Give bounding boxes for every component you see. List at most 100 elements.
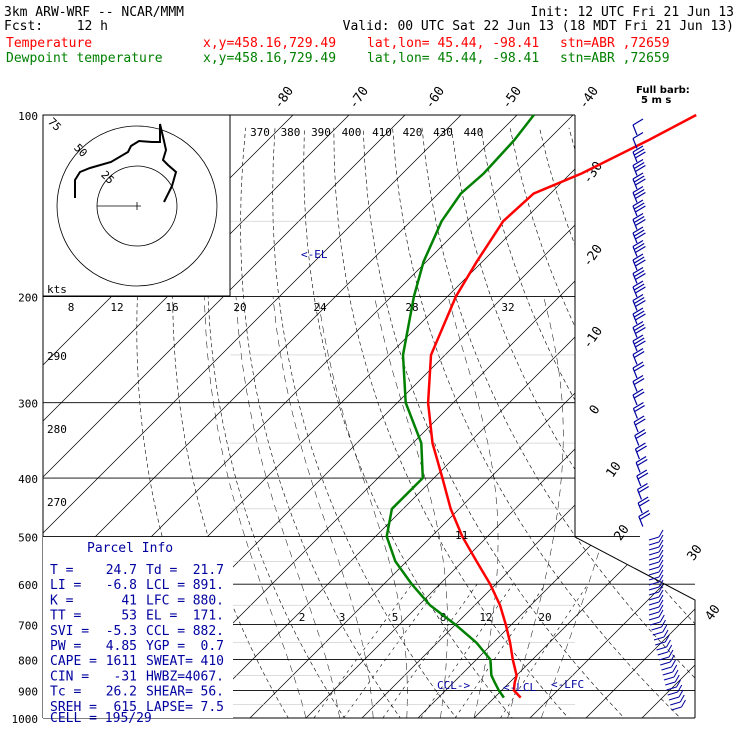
parcel-value: 410 — [201, 654, 224, 669]
wind-barb-flag — [632, 320, 644, 329]
wind-barb-flag — [663, 629, 669, 638]
parcel-value: 41 — [121, 593, 137, 608]
dry-adiabat-line — [392, 127, 694, 718]
wind-barb-staff — [648, 571, 660, 576]
wind-barb-flag — [633, 161, 645, 170]
parcel-value: 882. — [193, 624, 224, 639]
wind-barb-staff — [632, 394, 638, 406]
temp-xy: x,y=458.16,729.49 — [203, 36, 336, 51]
parcel-label: CAPE = — [50, 654, 97, 669]
dry-adiabat-line — [480, 127, 695, 718]
parcel-label: CCL = — [146, 624, 185, 639]
wind-barb-staff — [648, 586, 660, 591]
wind-barb-flag — [658, 529, 664, 538]
wind-barb-staff — [668, 696, 680, 701]
parcel-label: LFC = — [146, 593, 185, 608]
wind-barb-flag — [632, 131, 644, 140]
theta-label: 370 — [250, 126, 270, 139]
wind-barb-staff — [632, 313, 638, 325]
wind-barb-flag — [658, 609, 664, 618]
parcel-value: 891. — [193, 578, 224, 593]
wind-barb-flag — [658, 574, 664, 583]
theta-label: 420 — [403, 126, 423, 139]
wind-barb-staff — [632, 354, 638, 365]
wind-barb-flag — [672, 664, 678, 673]
wind-barb-flag — [633, 296, 645, 305]
hodograph-units: kts — [47, 283, 67, 296]
wind-barb-staff — [632, 138, 638, 149]
wind-barb-staff — [648, 601, 660, 606]
wind-barb-staff — [648, 541, 660, 546]
dry-adiabat-line — [240, 127, 410, 718]
wind-barb-flag — [632, 212, 644, 221]
ccl-marker: CCL-> — [437, 679, 470, 692]
wind-barb-flag — [674, 674, 680, 683]
temp-stn: stn=ABR ,72659 — [560, 36, 670, 51]
isotherm-line — [628, 115, 695, 718]
theta-label: 400 — [342, 126, 362, 139]
wind-barb-staff — [667, 691, 678, 696]
pressure-label: 300 — [18, 398, 38, 411]
wind-barb-staff — [648, 591, 660, 596]
wind-barb-flag — [635, 299, 646, 308]
header: 3km ARW-WRF -- NCAR/MMM Init: 12 UTC Fri… — [4, 5, 734, 66]
wind-barb-flag — [662, 624, 668, 633]
wind-barb-flag — [658, 584, 664, 593]
parcel-label: CIN = — [50, 669, 89, 684]
isotherm-line — [43, 115, 545, 718]
wind-barb-flag — [659, 614, 665, 623]
wind-barb-staff — [653, 636, 665, 641]
wind-barb-staff — [670, 701, 681, 706]
wind-barb-staff — [655, 641, 666, 646]
dry-adiabat-line — [362, 127, 638, 718]
wind-barb-flag — [633, 148, 645, 156]
wind-barb-flag — [633, 391, 645, 399]
pressure-label: 900 — [18, 685, 38, 698]
temperature-top-label: -50 — [499, 84, 525, 112]
wind-barb-staff — [648, 551, 660, 556]
hodograph-ring — [56, 125, 218, 287]
pressure-label: 500 — [18, 531, 38, 544]
wind-barb-staff — [636, 489, 643, 500]
wind-speed-label: 30 — [684, 542, 705, 563]
wind-barb-flag — [677, 684, 683, 693]
pressure-label: 200 — [18, 292, 38, 305]
temperature-side-label: 10 — [603, 459, 624, 480]
parcel-label: K = — [50, 593, 74, 608]
wind-barb-flag — [666, 639, 671, 648]
parcel-value: 7.5 — [201, 700, 224, 715]
wind-barb-staff — [638, 516, 644, 527]
wind-barb-flag — [632, 347, 644, 356]
wind-barb-staff — [632, 259, 638, 271]
wind-barb-flag — [633, 229, 645, 237]
parcel-value: -5.3 — [106, 624, 137, 639]
dry-adiabat-line — [656, 127, 695, 718]
isotherm-line — [404, 115, 695, 718]
parcel-markers: <-EL CCL-> <-LCL <-LFC 11 — [301, 248, 584, 694]
temp-legend-label: Temperature — [6, 36, 92, 51]
wind-barb-staff — [632, 367, 638, 379]
wind-barb-staff — [632, 192, 638, 203]
moist-adiabat-line — [540, 296, 651, 718]
parcel-label: SHEAR= — [146, 685, 193, 700]
wind-barb-flag — [632, 388, 644, 396]
parcel-info-bg — [43, 537, 233, 718]
theta-side-label: 290 — [47, 350, 67, 363]
wind-barb-staff — [648, 576, 660, 581]
wind-barb-staff — [648, 536, 660, 541]
wind-barb-flag — [658, 594, 664, 603]
wind-barb-staff — [661, 666, 672, 671]
wind-barb-flag — [632, 185, 644, 194]
wind-barb-flag — [658, 559, 664, 568]
wind-barb-flag — [635, 272, 646, 281]
dry-adiabat-line — [509, 127, 695, 718]
wind-barb-flag — [658, 539, 664, 548]
parcel-value: -31 — [114, 669, 137, 684]
wind-barb-flag — [632, 280, 644, 288]
wind-barb-staff — [648, 581, 660, 586]
barb-legend-line2: 5 m s — [641, 95, 671, 106]
wind-barb-flag — [632, 239, 644, 248]
wind-barb-staff — [666, 686, 677, 691]
wind-barb-flag — [667, 644, 673, 653]
mixing-ratio-top-label: 8 — [68, 301, 75, 314]
